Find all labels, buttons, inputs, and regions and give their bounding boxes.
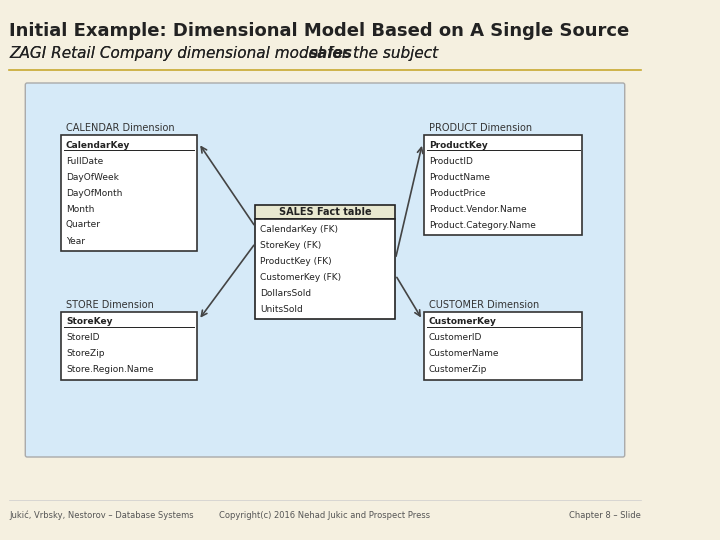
Text: FullDate: FullDate <box>66 157 103 165</box>
FancyBboxPatch shape <box>61 312 197 380</box>
Text: DollarsSold: DollarsSold <box>260 288 311 298</box>
Text: UnitsSold: UnitsSold <box>260 305 302 314</box>
FancyBboxPatch shape <box>256 205 395 219</box>
Text: ProductPrice: ProductPrice <box>429 188 485 198</box>
Text: ProductName: ProductName <box>429 172 490 181</box>
Text: PRODUCT Dimension: PRODUCT Dimension <box>429 123 532 133</box>
FancyBboxPatch shape <box>424 312 582 380</box>
FancyBboxPatch shape <box>25 83 625 457</box>
Text: SALES Fact table: SALES Fact table <box>279 207 372 217</box>
FancyBboxPatch shape <box>256 219 395 319</box>
Text: DayOfWeek: DayOfWeek <box>66 172 119 181</box>
Text: CustomerID: CustomerID <box>429 334 482 342</box>
Text: Product.Category.Name: Product.Category.Name <box>429 220 536 230</box>
FancyBboxPatch shape <box>61 135 197 251</box>
Text: Store.Region.Name: Store.Region.Name <box>66 366 153 375</box>
Text: CalendarKey: CalendarKey <box>66 140 130 150</box>
Text: ProductKey: ProductKey <box>429 140 487 150</box>
Text: StoreID: StoreID <box>66 334 99 342</box>
Text: Chapter 8 – Slide: Chapter 8 – Slide <box>569 510 641 519</box>
Text: ZAGI Retail Company dimensional model for the subject: ZAGI Retail Company dimensional model fo… <box>9 46 443 61</box>
Text: CustomerZip: CustomerZip <box>429 366 487 375</box>
Text: Quarter: Quarter <box>66 220 101 230</box>
Text: DayOfMonth: DayOfMonth <box>66 188 122 198</box>
Text: ProductKey (FK): ProductKey (FK) <box>260 256 332 266</box>
Text: CustomerName: CustomerName <box>429 349 499 359</box>
Text: ZAGI Retail Company dimensional model for the subject: ZAGI Retail Company dimensional model fo… <box>9 46 443 61</box>
Text: StoreZip: StoreZip <box>66 349 104 359</box>
FancyBboxPatch shape <box>424 135 582 235</box>
Text: Copyright(c) 2016 Nehad Jukic and Prospect Press: Copyright(c) 2016 Nehad Jukic and Prospe… <box>220 510 431 519</box>
Text: Month: Month <box>66 205 94 213</box>
Text: Jukić, Vrbsky, Nestorov – Database Systems: Jukić, Vrbsky, Nestorov – Database Syste… <box>9 510 194 519</box>
Text: CustomerKey: CustomerKey <box>429 318 497 327</box>
Text: StoreKey: StoreKey <box>66 318 112 327</box>
Text: CUSTOMER Dimension: CUSTOMER Dimension <box>429 300 539 310</box>
Text: CalendarKey (FK): CalendarKey (FK) <box>260 225 338 233</box>
Text: Product.Vendor.Name: Product.Vendor.Name <box>429 205 526 213</box>
Text: StoreKey (FK): StoreKey (FK) <box>260 240 321 249</box>
Text: CustomerKey (FK): CustomerKey (FK) <box>260 273 341 281</box>
Text: Initial Example: Dimensional Model Based on A Single Source: Initial Example: Dimensional Model Based… <box>9 22 629 40</box>
Text: sales: sales <box>309 46 353 61</box>
Text: Year: Year <box>66 237 85 246</box>
Text: CALENDAR Dimension: CALENDAR Dimension <box>66 123 174 133</box>
Text: ProductID: ProductID <box>429 157 473 165</box>
Text: STORE Dimension: STORE Dimension <box>66 300 154 310</box>
